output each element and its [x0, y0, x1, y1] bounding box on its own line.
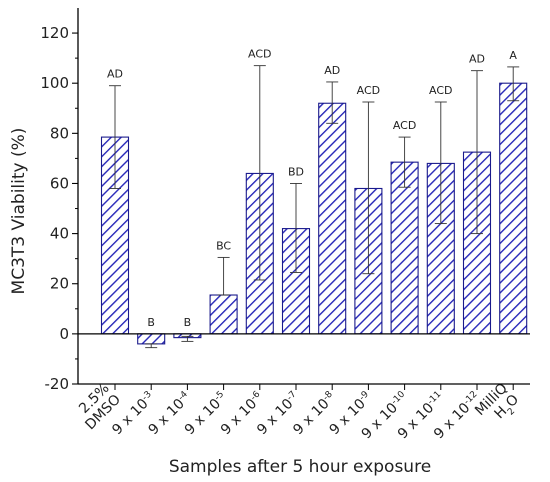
x-axis-title: Samples after 5 hour exposure	[169, 457, 431, 477]
bar	[390, 161, 419, 335]
y-tick-label: 20	[50, 275, 69, 293]
significance-label: B	[147, 316, 155, 329]
bar	[499, 82, 528, 335]
error-bars-layer: AD B B BC ACD BD AD ACD ACD ACD AD A	[107, 48, 520, 349]
significance-label: A	[509, 49, 517, 62]
bar	[137, 333, 166, 345]
y-tick-label: 0	[59, 325, 69, 343]
significance-label: ACD	[248, 48, 271, 61]
significance-label: BC	[216, 239, 231, 252]
y-tick-label: -20	[45, 375, 70, 393]
y-tick-label: 40	[50, 225, 69, 243]
y-axis-title: MC3T3 Viability (%)	[9, 128, 29, 295]
bars-layer	[100, 82, 528, 345]
significance-label: ACD	[429, 84, 452, 97]
significance-label: AD	[324, 64, 340, 77]
significance-label: AD	[107, 68, 123, 81]
significance-label: B	[184, 316, 192, 329]
significance-label: AD	[469, 53, 485, 66]
y-tick-label: 60	[50, 174, 69, 192]
significance-label: ACD	[393, 119, 416, 132]
y-tick-label: 120	[40, 24, 69, 42]
significance-label: ACD	[357, 84, 380, 97]
bar	[209, 294, 238, 335]
y-tick-label: 100	[40, 74, 69, 92]
y-tick-label: 80	[50, 124, 69, 142]
bar	[318, 102, 347, 335]
significance-label: BD	[288, 165, 304, 178]
